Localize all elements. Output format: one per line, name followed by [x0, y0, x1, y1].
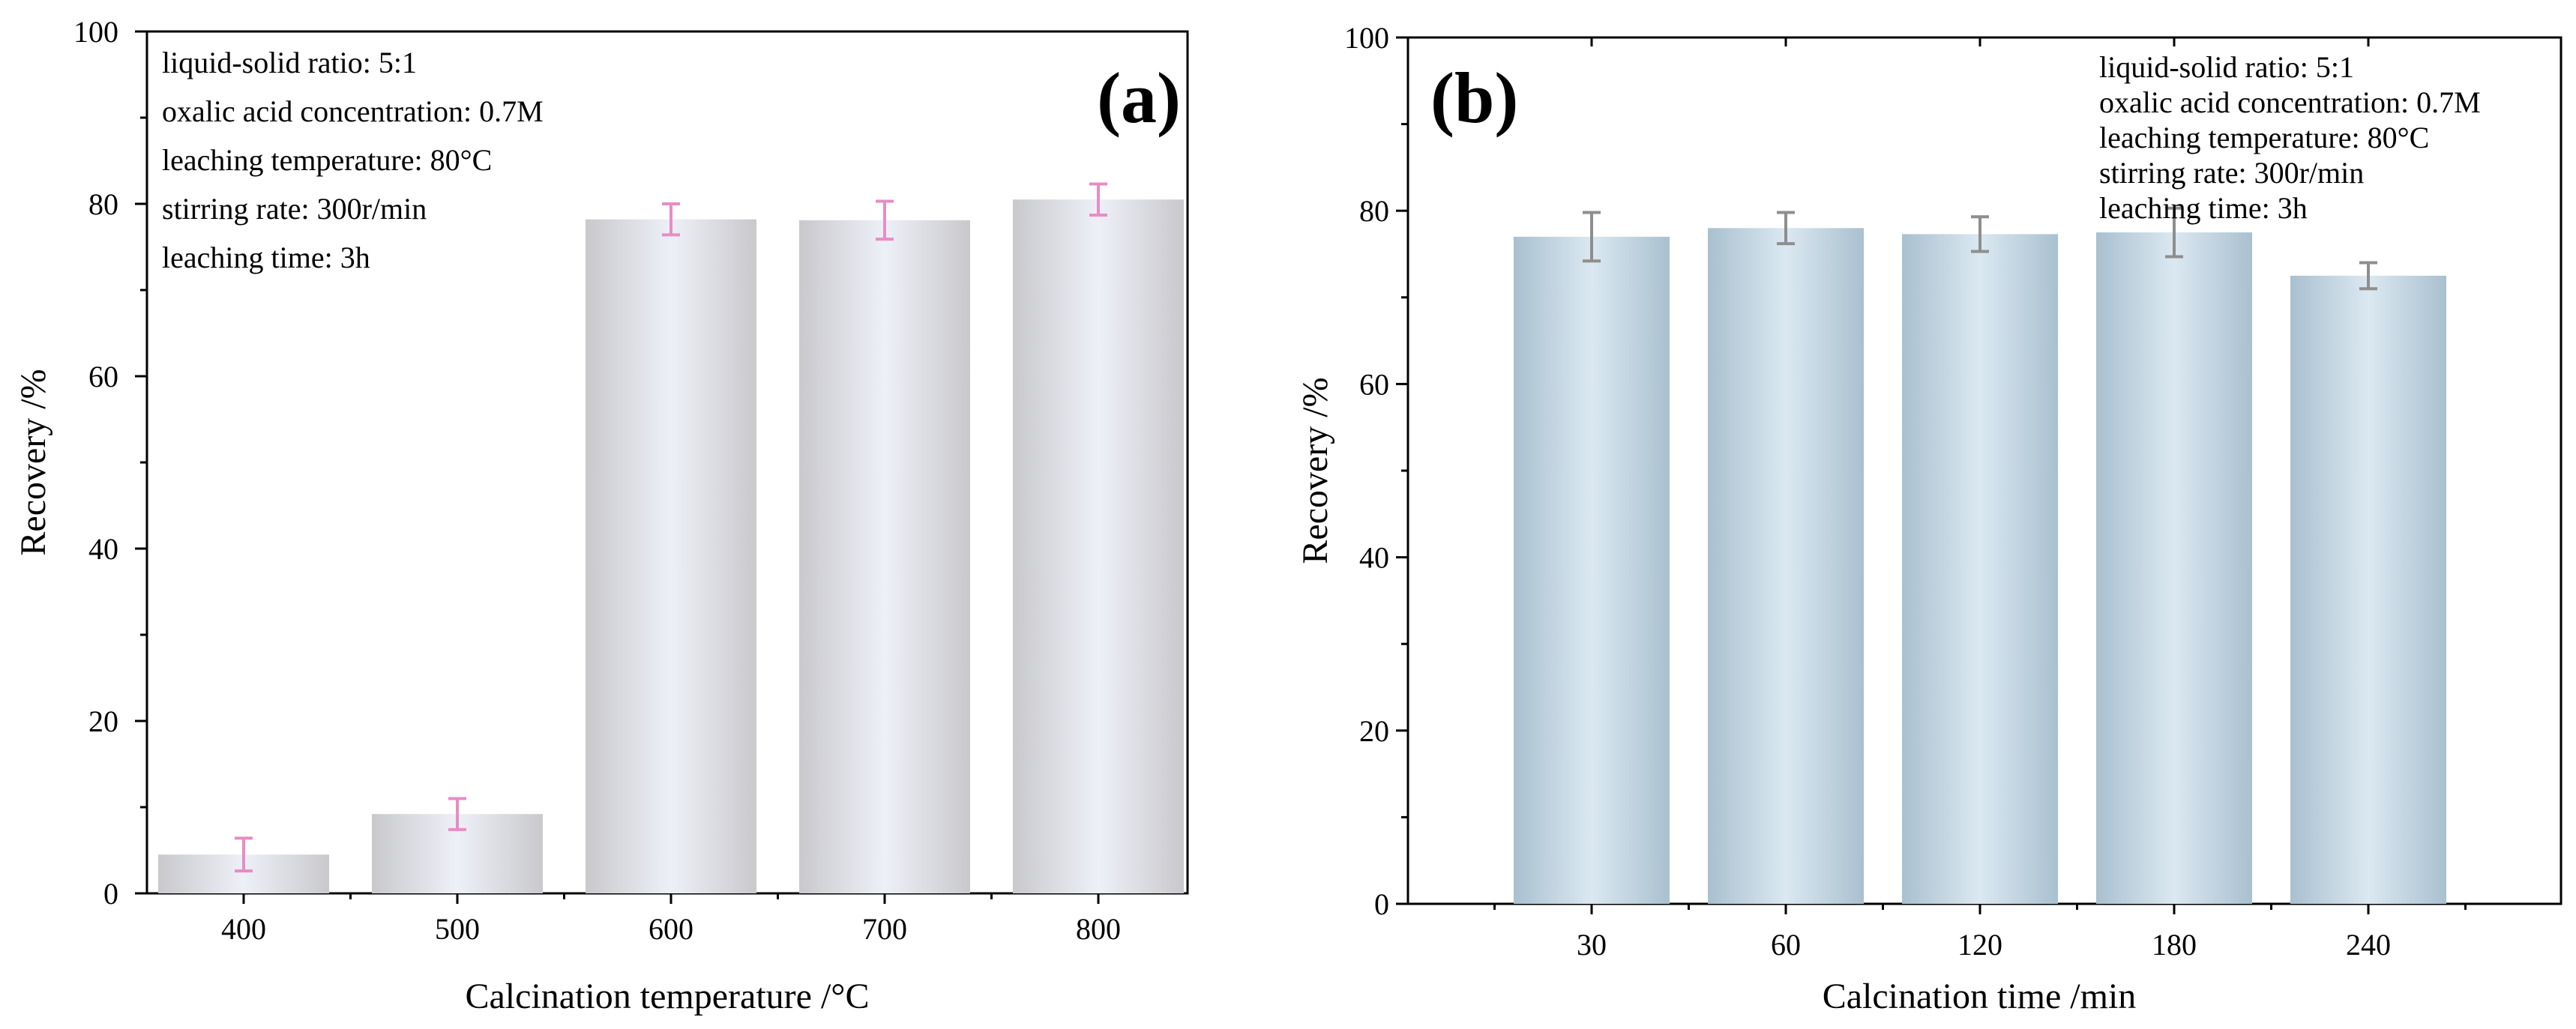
panel-b-bar-30	[1514, 236, 1670, 904]
panel-a-error-bar-400	[235, 836, 253, 873]
panel-b-x-tick-label: 180	[2152, 928, 2197, 962]
panel-b-annotation: leaching time: 3h	[2099, 191, 2308, 225]
panel-b-error-bar-120	[1971, 215, 1989, 253]
panel-a-annotation: stirring rate: 300r/min	[162, 192, 427, 226]
panel-b: 0 20 40 60 80 100 30 60 120 180 240 Calcination t…	[1295, 21, 2563, 1016]
panel-a-x-ticks: 400 500 600 700 800	[221, 893, 1121, 946]
panel-a-y-tick-label: 80	[88, 187, 118, 221]
panel-a: 0 20 40 60 80 100 400 500 600 700 800 Calcination…	[13, 15, 1189, 1016]
panel-a-bars	[158, 199, 1184, 894]
panel-b-annotation: leaching temperature: 80°C	[2099, 121, 2429, 154]
panel-a-error-bars	[235, 182, 1107, 873]
panel-a-error-bar-500	[448, 797, 466, 831]
panel-a-y-tick-label: 60	[88, 360, 118, 393]
panel-b-bar-120	[1902, 234, 2058, 904]
panel-b-bar-240	[2290, 275, 2446, 904]
panel-a-annotation: leaching time: 3h	[162, 241, 370, 274]
panel-a-y-tick-label: 20	[88, 704, 118, 738]
panel-b-error-bars	[1583, 206, 2377, 291]
panel-a-x-tick-label: 800	[1076, 912, 1121, 946]
panel-a-y-ticks: 0 20 40 60 80 100	[73, 15, 147, 911]
panel-b-bar-60	[1708, 228, 1864, 904]
panel-b-y-ticks: 0 20 40 60 80 100	[1344, 21, 1408, 921]
panel-b-y-tick-label: 100	[1344, 21, 1389, 55]
panel-b-y-tick-label: 0	[1374, 887, 1389, 921]
panel-b-x-tick-label: 120	[1957, 928, 2002, 962]
panel-a-annotation: oxalic acid concentration: 0.7M	[162, 94, 544, 128]
panel-b-x-tick-label: 30	[1577, 928, 1607, 962]
panel-a-x-tick-label: 400	[221, 912, 266, 946]
panel-b-x-axis-title: Calcination time /min	[1823, 977, 2137, 1016]
panel-b-bar-180	[2096, 232, 2252, 905]
panel-a-x-axis-title: Calcination temperature /°C	[465, 977, 869, 1016]
panel-a-x-tick-label: 500	[435, 912, 480, 946]
panel-a-bar-800	[1013, 199, 1184, 893]
panel-a-error-bar-600	[662, 202, 680, 237]
panel-a-y-axis-title: Recovery /%	[13, 369, 53, 555]
panel-b-y-tick-label: 40	[1359, 541, 1389, 575]
panel-b-error-bar-60	[1777, 211, 1795, 246]
panel-a-annotation: liquid-solid ratio: 5:1	[162, 46, 417, 79]
panel-b-y-tick-label: 80	[1359, 194, 1389, 228]
panel-b-y-axis-title: Recovery /%	[1295, 377, 1335, 564]
panel-b-error-bar-240	[2359, 261, 2377, 291]
panel-a-x-tick-label: 600	[648, 912, 693, 946]
panel-a-annotation: leaching temperature: 80°C	[162, 143, 492, 177]
panel-b-bars	[1514, 228, 2446, 905]
panel-a-error-bar-700	[876, 199, 894, 241]
panel-b-annotation: oxalic acid concentration: 0.7M	[2099, 85, 2481, 119]
panel-b-annotations: liquid-solid ratio: 5:1 oxalic acid conc…	[2099, 50, 2481, 225]
panel-b-x-tick-label: 60	[1771, 928, 1801, 962]
panel-a-annotations: liquid-solid ratio: 5:1 oxalic acid conc…	[162, 46, 544, 274]
panel-a-error-bar-800	[1089, 182, 1107, 217]
panel-b-annotation: liquid-solid ratio: 5:1	[2099, 50, 2354, 84]
panel-b-y-tick-label: 20	[1359, 714, 1389, 748]
panel-a-x-tick-label: 700	[862, 912, 907, 946]
panel-a-y-tick-label: 0	[103, 877, 118, 911]
panel-a-y-tick-label: 100	[73, 15, 118, 49]
panel-b-error-bar-30	[1583, 211, 1601, 263]
panel-a-y-tick-label: 40	[88, 532, 118, 566]
panel-b-error-bar-180	[2165, 206, 2183, 259]
panel-a-label: (a)	[1097, 58, 1181, 138]
panel-a-bar-700	[799, 220, 970, 894]
panel-b-y-tick-label: 60	[1359, 367, 1389, 401]
panel-b-x-tick-label: 240	[2346, 928, 2391, 962]
panel-b-label: (b)	[1430, 58, 1518, 138]
panel-b-x-ticks: 30 60 120 180 240	[1493, 37, 2467, 962]
panel-b-annotation: stirring rate: 300r/min	[2099, 156, 2364, 190]
panel-a-bar-600	[586, 219, 756, 893]
